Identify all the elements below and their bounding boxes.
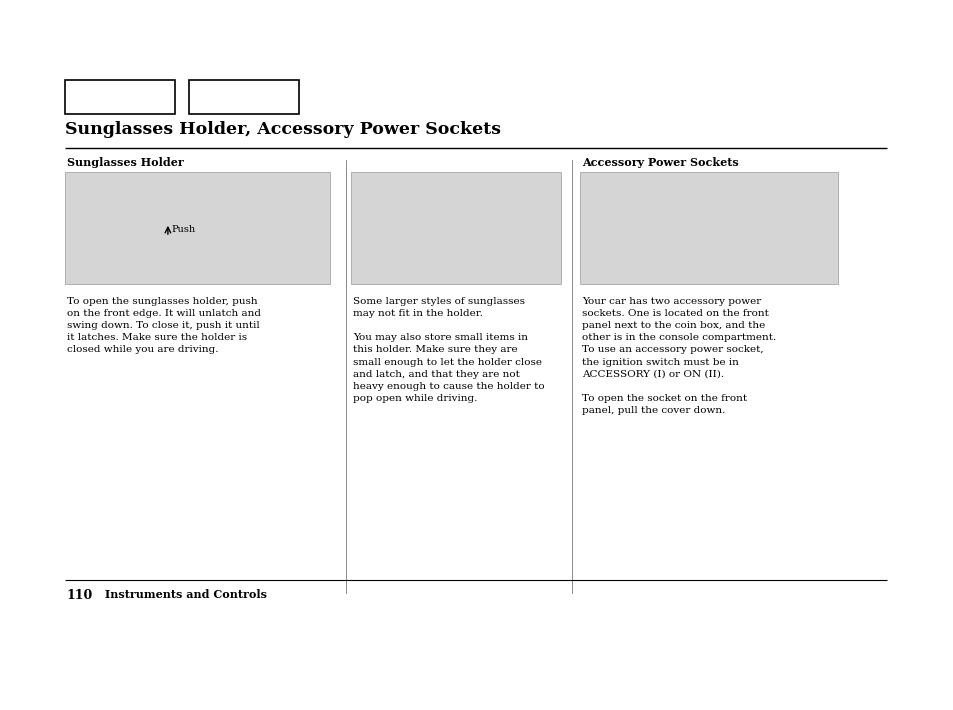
Bar [189, 80, 298, 114]
Text: Accessory Power Sockets: Accessory Power Sockets [581, 158, 738, 168]
Text: To open the sunglasses holder, push
on the front edge. It will unlatch and
swing: To open the sunglasses holder, push on t… [67, 297, 260, 354]
Text: Some larger styles of sunglasses
may not fit in the holder.

You may also store : Some larger styles of sunglasses may not… [353, 297, 544, 403]
Bar [579, 172, 837, 284]
Text: Sunglasses Holder: Sunglasses Holder [67, 158, 183, 168]
Bar [65, 172, 330, 284]
Text: 110: 110 [67, 589, 93, 601]
Bar [65, 80, 174, 114]
Text: Your car has two accessory power
sockets. One is located on the front
panel next: Your car has two accessory power sockets… [581, 297, 776, 415]
Bar [351, 172, 560, 284]
Text: Sunglasses Holder, Accessory Power Sockets: Sunglasses Holder, Accessory Power Socke… [65, 121, 500, 138]
Text: Instruments and Controls: Instruments and Controls [105, 589, 267, 599]
Text: Push: Push [172, 225, 195, 234]
